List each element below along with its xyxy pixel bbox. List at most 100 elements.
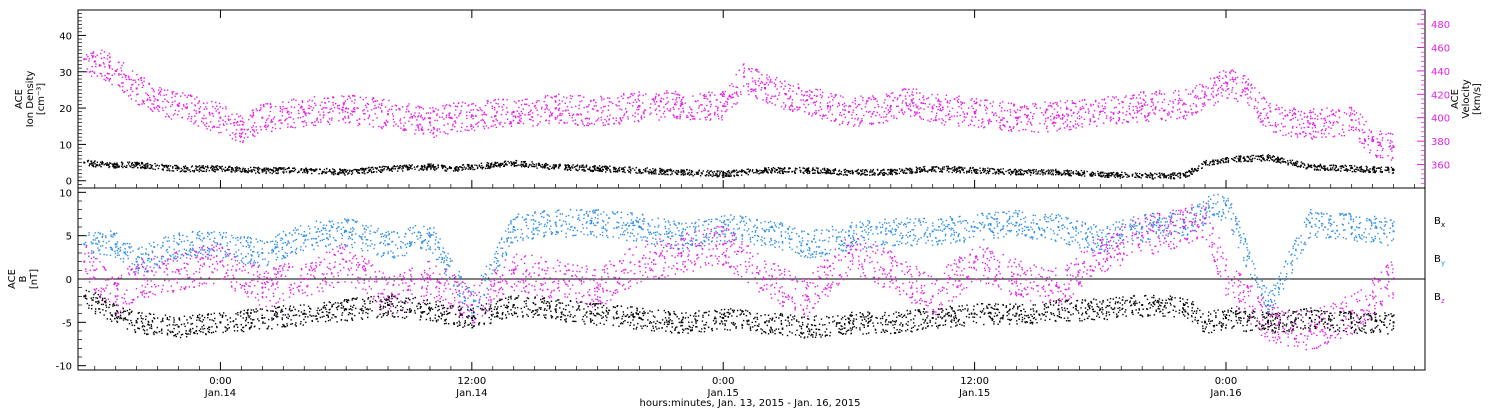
- density-dot: [421, 165, 422, 166]
- velocity-dot: [1317, 118, 1318, 119]
- velocity-dot: [381, 128, 382, 129]
- velocity-dot: [1266, 101, 1267, 102]
- velocity-dot: [939, 103, 940, 104]
- velocity-dot: [364, 119, 365, 120]
- velocity-dot: [813, 102, 814, 103]
- density-dot: [976, 171, 977, 172]
- velocity-dot: [1103, 123, 1104, 124]
- velocity-dot: [916, 111, 917, 112]
- velocity-dot: [1088, 108, 1089, 109]
- density-dot: [498, 165, 499, 166]
- velocity-dot: [423, 133, 424, 134]
- velocity-dot: [94, 60, 95, 61]
- density-dot: [167, 170, 168, 171]
- velocity-dot: [732, 106, 733, 107]
- density-dot: [662, 170, 663, 171]
- velocity-dot: [1226, 85, 1227, 86]
- velocity-dot: [1008, 130, 1009, 131]
- density-dot: [987, 170, 988, 171]
- density-dot: [263, 169, 264, 170]
- velocity-dot: [454, 121, 455, 122]
- density-dot: [262, 170, 263, 171]
- velocity-dot: [603, 124, 604, 125]
- velocity-dot: [545, 104, 546, 105]
- velocity-dot: [717, 106, 718, 107]
- density-dot: [322, 171, 323, 172]
- velocity-dot: [705, 109, 706, 110]
- density-dot: [283, 169, 284, 170]
- density-dot: [692, 175, 693, 176]
- velocity-dot: [546, 108, 547, 109]
- velocity-dot: [1079, 115, 1080, 116]
- velocity-dot: [769, 82, 770, 83]
- velocity-dot: [1200, 98, 1201, 99]
- velocity-dot: [884, 99, 885, 100]
- velocity-dot: [1339, 110, 1340, 111]
- density-dot: [985, 170, 986, 171]
- velocity-dot: [671, 93, 672, 94]
- velocity-dot: [414, 133, 415, 134]
- velocity-dot: [1298, 111, 1299, 112]
- velocity-dot: [363, 113, 364, 114]
- velocity-dot: [324, 98, 325, 99]
- velocity-point: [219, 117, 221, 119]
- density-dot: [487, 168, 488, 169]
- velocity-dot: [588, 125, 589, 126]
- velocity-dot: [942, 109, 943, 110]
- velocity-dot: [298, 110, 299, 111]
- velocity-dot: [822, 95, 823, 96]
- velocity-dot: [1009, 126, 1010, 127]
- velocity-dot: [961, 104, 962, 105]
- density-dot: [525, 161, 526, 162]
- velocity-dot: [166, 94, 167, 95]
- density-dot: [182, 169, 183, 170]
- velocity-dot: [666, 103, 667, 104]
- density-dot: [827, 168, 828, 169]
- velocity-dot: [540, 116, 541, 117]
- density-dot: [534, 166, 535, 167]
- velocity-dot: [586, 106, 587, 107]
- velocity-dot: [1333, 136, 1334, 137]
- velocity-dot: [884, 111, 885, 112]
- velocity-dot: [452, 125, 453, 126]
- velocity-dot: [251, 127, 252, 128]
- velocity-dot: [152, 111, 153, 112]
- velocity-dot: [191, 102, 192, 103]
- density-dot: [196, 166, 197, 167]
- density-dot: [422, 167, 423, 168]
- velocity-dot: [445, 105, 446, 106]
- density-dot: [696, 174, 697, 175]
- velocity-dot: [548, 123, 549, 124]
- velocity-dot: [1063, 123, 1064, 124]
- density-dot: [381, 166, 382, 167]
- velocity-dot: [121, 70, 122, 71]
- velocity-dot: [1188, 112, 1189, 113]
- velocity-dot: [612, 103, 613, 104]
- density-dot: [666, 169, 667, 170]
- velocity-dot: [348, 108, 349, 109]
- velocity-dot: [90, 53, 91, 54]
- velocity-dot: [282, 111, 283, 112]
- velocity-dot: [600, 107, 601, 108]
- velocity-dot: [1056, 130, 1057, 131]
- velocity-dot: [447, 133, 448, 134]
- velocity-dot: [1342, 125, 1343, 126]
- velocity-dot: [675, 102, 676, 103]
- velocity-dot: [544, 97, 545, 98]
- velocity-dot: [652, 99, 653, 100]
- velocity-dot: [1153, 104, 1154, 105]
- velocity-dot: [765, 84, 766, 85]
- velocity-dot: [1168, 104, 1169, 105]
- velocity-dot: [717, 110, 718, 111]
- velocity-dot: [1122, 122, 1123, 123]
- density-dot: [409, 164, 410, 165]
- velocity-dot: [1297, 134, 1298, 135]
- density-dot: [649, 169, 650, 170]
- density-dot: [132, 162, 133, 163]
- velocity-dot: [847, 124, 848, 125]
- density-dot: [385, 166, 386, 167]
- density-dot: [389, 170, 390, 171]
- density-dot: [653, 170, 654, 171]
- velocity-dot: [482, 119, 483, 120]
- velocity-dot: [528, 105, 529, 106]
